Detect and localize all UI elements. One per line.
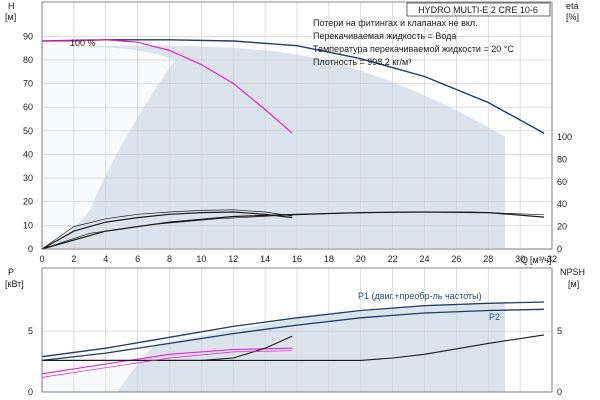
x-axis-unit: [м³/ч]: [530, 255, 551, 265]
h-tick-label: 10: [23, 220, 33, 230]
bottom-operating-area: [42, 304, 505, 392]
bottom-series-line: [41, 308, 545, 362]
bottom-right-axis-label: NPSH: [560, 267, 585, 277]
x-axis-label: Q: [521, 255, 528, 265]
x-tick-label: 12: [228, 254, 238, 264]
x-tick-label: 32: [547, 254, 557, 264]
x-tick-label: 0: [39, 254, 44, 264]
bottom-pink-aux-line: [41, 350, 293, 378]
info-line-4: Плотность = 998.2 кг/м³: [313, 57, 411, 67]
x-tick-label: 6: [135, 254, 140, 264]
p2-series-label: P2: [489, 312, 500, 322]
top-plot-frame: [41, 1, 553, 250]
x-tick-label: 14: [260, 254, 270, 264]
h-tick-label: 20: [23, 197, 33, 207]
top-eta-aux-line: [41, 211, 545, 250]
bottom-series-line: [41, 347, 293, 375]
top-right-axis-unit: [%]: [566, 12, 579, 22]
top-series-line: [41, 211, 293, 250]
bottom-plot-frame: [41, 267, 553, 393]
x-tick-label: 26: [451, 254, 461, 264]
bottom-left-axis-label: P: [8, 267, 14, 277]
bottom-operating-area-inner: [42, 340, 160, 392]
bottom-series-line: [42, 334, 545, 361]
top-operating-area: [42, 45, 505, 249]
top-operating-area-inner: [42, 47, 175, 249]
p-tick-label: 5: [28, 326, 33, 336]
eta-tick-label: 60: [557, 177, 567, 187]
x-tick-label: 8: [167, 254, 172, 264]
x-tick-label: 28: [483, 254, 493, 264]
bottom-ticks: 0 0 5 5: [28, 326, 562, 397]
top-right-axis-label: eta: [566, 1, 579, 11]
top-eta-aux-line: [41, 209, 293, 250]
h-tick-label: 40: [23, 149, 33, 159]
bottom-series-group: [41, 301, 545, 378]
info-line-1: Потери на фитингах и клапанах не вкл.: [313, 18, 478, 28]
bottom-chart: P1 (двиг.+преобр-ль частоты) P2 P [кВт] …: [5, 267, 585, 397]
x-tick-label: 24: [419, 254, 429, 264]
bottom-series-line: [41, 301, 545, 358]
title-box: [406, 2, 551, 17]
x-tick-label: 20: [356, 254, 366, 264]
h-tick-label: 50: [23, 126, 33, 136]
info-line-3: Температура перекачиваемой жидкости = 20…: [313, 44, 514, 54]
chart-title: HYDRO MULTI-E 2 CRE 10-6: [418, 5, 538, 15]
bottom-left-axis-unit: [кВт]: [5, 279, 24, 289]
top-chart: HYDRO MULTI-E 2 CRE 10-6 Потери на фитин…: [5, 1, 579, 265]
eta-tick-label: 100: [557, 132, 572, 142]
h-tick-label: 80: [23, 55, 33, 65]
eta-tick-label: 40: [557, 199, 567, 209]
top-left-axis-label: H: [8, 1, 15, 11]
x-tick-label: 18: [324, 254, 334, 264]
p1-series-label: P1 (двиг.+преобр-ль частоты): [358, 291, 482, 301]
p-tick-label: 0: [28, 387, 33, 397]
h-tick-label: 90: [23, 31, 33, 41]
h-tick-label: 30: [23, 173, 33, 183]
x-tick-label: 2: [71, 254, 76, 264]
h-tick-label: 0: [28, 244, 33, 254]
x-tick-label: 22: [388, 254, 398, 264]
eta-tick-label: 80: [557, 154, 567, 164]
x-tick-label: 16: [292, 254, 302, 264]
top-series-line: [42, 39, 293, 134]
x-tick-label: 30: [515, 254, 525, 264]
eta-tick-label: 0: [557, 244, 562, 254]
info-line-2: Перекачиваемая жидкость = Вода: [313, 31, 456, 41]
h-tick-label: 60: [23, 102, 33, 112]
eta-tick-label: 20: [557, 222, 567, 232]
top-ticks: 0 2 4 6 8 10 12 14 16 18 20 22 24 26 28 30 3201020304050…: [23, 31, 572, 264]
bottom-right-axis-unit: [м]: [568, 279, 579, 289]
speed-curve-label: 100 %: [70, 38, 96, 48]
npsh-tick-label: 5: [557, 326, 562, 336]
top-left-axis-unit: [м]: [5, 12, 16, 22]
top-series-line: [41, 39, 545, 134]
x-tick-label: 10: [196, 254, 206, 264]
x-tick-label: 4: [103, 254, 108, 264]
npsh-tick-label: 0: [557, 387, 562, 397]
top-series-group: [41, 39, 545, 250]
h-tick-label: 70: [23, 79, 33, 89]
